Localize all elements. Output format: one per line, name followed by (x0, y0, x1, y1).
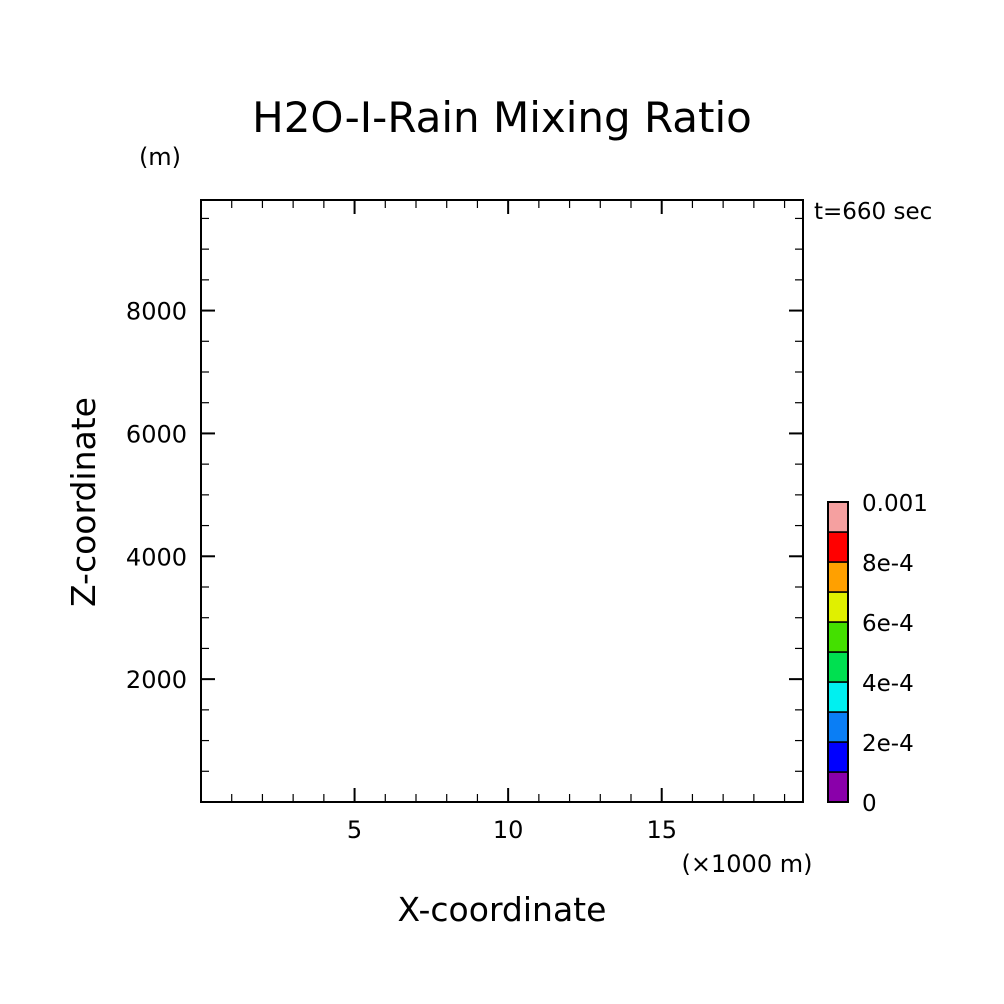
colorbar-tick-label: 6e-4 (862, 611, 914, 637)
y-axis-label: Z-coordinate (64, 397, 103, 607)
colorbar-swatch (827, 771, 849, 803)
colorbar-frame (827, 501, 849, 803)
x-axis-tick-labels: 5 10 15 (347, 816, 677, 844)
y-tick-label: 8000 (126, 298, 187, 326)
colorbar-swatch (827, 621, 849, 653)
colorbar: 0 2e-4 4e-4 6e-4 8e-4 0.001 (827, 491, 928, 817)
colorbar-swatch (827, 651, 849, 683)
colorbar-swatch (827, 711, 849, 743)
chart-title: H2O-I-Rain Mixing Ratio (252, 93, 752, 142)
colorbar-swatch (827, 561, 849, 593)
colorbar-swatch (827, 681, 849, 713)
plot-area (200, 199, 804, 803)
y-axis-ticks (201, 217, 803, 772)
y-tick-label: 2000 (126, 666, 187, 694)
x-tick-label: 10 (493, 816, 524, 844)
y-tick-label: 4000 (126, 543, 187, 571)
x-tick-label: 15 (646, 816, 677, 844)
x-tick-label: 5 (347, 816, 362, 844)
colorbar-tick-label: 4e-4 (862, 671, 914, 697)
colorbar-swatch (827, 591, 849, 623)
x-axis-label: X-coordinate (398, 890, 607, 929)
y-tick-label: 6000 (126, 420, 187, 448)
x-axis-ticks (231, 200, 786, 802)
y-axis-unit: (m) (139, 143, 181, 171)
colorbar-tick-label: 8e-4 (862, 551, 914, 577)
x-axis-unit: (×1000 m) (682, 850, 813, 878)
time-label: t=660 sec (814, 199, 932, 225)
colorbar-swatch (827, 501, 849, 533)
colorbar-swatch (827, 531, 849, 563)
colorbar-tick-label: 0 (862, 791, 877, 817)
colorbar-tick-label: 0.001 (862, 491, 928, 517)
colorbar-swatch (827, 741, 849, 773)
y-axis-tick-labels: 2000 4000 6000 8000 (126, 298, 187, 695)
colorbar-tick-label: 2e-4 (862, 731, 914, 757)
